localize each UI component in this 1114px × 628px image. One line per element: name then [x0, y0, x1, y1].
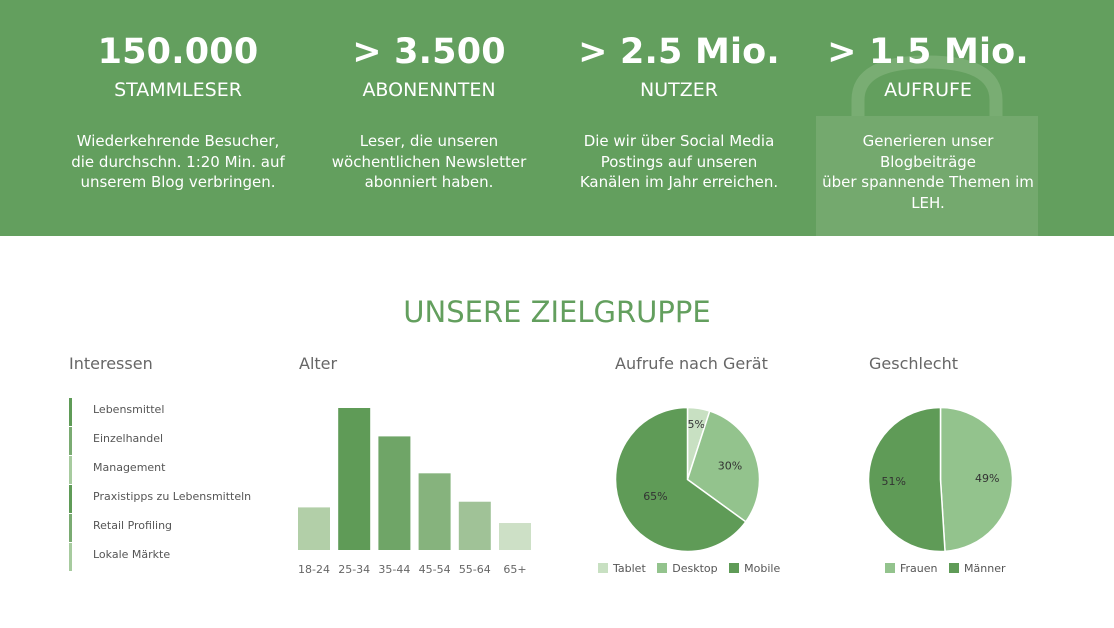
stats-banner: 150.000 STAMMLESER Wiederkehrende Besuch… — [0, 0, 1114, 236]
interest-item: Management — [69, 456, 269, 484]
age-tick-label: 65+ — [503, 563, 526, 576]
age-chart-title: Alter — [299, 354, 338, 373]
legend-item-tablet: Tablet — [598, 562, 646, 575]
pie-slice-label: 5% — [688, 418, 705, 431]
legend-item-desktop: Desktop — [657, 562, 718, 575]
interest-label: Retail Profiling — [93, 519, 173, 532]
pie-slice-frauen — [939, 406, 1014, 553]
stat-stammleser: 150.000 STAMMLESER Wiederkehrende Besuch… — [63, 30, 293, 193]
age-bar-25-34 — [338, 408, 371, 550]
stat-label: STAMMLESER — [114, 79, 242, 101]
interest-bar — [69, 543, 72, 571]
stat-nutzer: > 2.5 Mio. NUTZER Die wir über Social Me… — [564, 30, 794, 193]
stat-number: > 2.5 Mio. — [578, 32, 780, 72]
legend-item-mobile: Mobile — [729, 562, 780, 575]
interest-bar — [69, 427, 72, 455]
legend-swatch — [949, 563, 960, 573]
age-tick-label: 25-34 — [338, 563, 370, 576]
stat-label: NUTZER — [640, 79, 718, 101]
gender-chart-title: Geschlecht — [869, 354, 959, 373]
section-title: UNSERE ZIELGRUPPE — [403, 295, 711, 329]
pie-slice-label: 30% — [718, 460, 742, 473]
age-tick-label: 45-54 — [419, 563, 451, 576]
stat-aufrufe: > 1.5 Mio. AUFRUFE Generieren unser Blog… — [813, 30, 1043, 213]
interest-item: Einzelhandel — [69, 427, 269, 455]
legend-item-frauen: Frauen — [885, 562, 938, 575]
pie-slice-männer — [867, 406, 946, 553]
age-tick-label: 35-44 — [378, 563, 410, 576]
legend-swatch — [657, 563, 668, 573]
stat-label: ABONENNTEN — [362, 79, 496, 101]
age-bar-55-64 — [458, 501, 491, 550]
pie-slice-label: 49% — [975, 472, 999, 485]
pie-slice-label: 65% — [643, 490, 667, 503]
pie-slice-label: 51% — [881, 475, 905, 488]
interest-bar — [69, 485, 72, 513]
shopping-bag-icon — [816, 55, 1038, 236]
device-pie-chart: 5% 30% 65% — [614, 406, 761, 553]
pie-slice-mobile — [614, 406, 747, 553]
age-tick-label: 55-64 — [459, 563, 491, 576]
legend-swatch — [729, 563, 740, 573]
interest-label: Praxistipps zu Lebensmitteln — [93, 490, 252, 503]
gender-pie-chart: 49% 51% — [867, 406, 1014, 553]
interest-label: Einzelhandel — [93, 432, 164, 445]
stat-abonennten: > 3.500 ABONENNTEN Leser, die unseren wö… — [314, 30, 544, 193]
interest-bar — [69, 514, 72, 542]
stat-number: > 1.5 Mio. — [827, 32, 1029, 72]
interest-item: Praxistipps zu Lebensmitteln — [69, 485, 269, 513]
pie-slice-desktop — [686, 410, 761, 523]
age-bar-65+ — [499, 523, 531, 550]
stat-description: Leser, die unseren wöchentlichen Newslet… — [331, 132, 527, 191]
legend-item-maenner: Männer — [949, 562, 1005, 575]
legend-swatch — [598, 563, 608, 573]
interests-title: Interessen — [69, 354, 153, 373]
interest-label: Lebensmittel — [93, 403, 165, 416]
interest-label: Management — [93, 461, 166, 474]
age-tick-label: 18-24 — [298, 563, 330, 576]
interest-item: Lebensmittel — [69, 398, 269, 426]
interest-item: Lokale Märkte — [69, 543, 269, 571]
interest-item: Retail Profiling — [69, 514, 269, 542]
interest-bar — [69, 398, 72, 426]
device-chart-title: Aufrufe nach Gerät — [615, 354, 768, 373]
gender-legend: Frauen Männer — [885, 562, 1013, 575]
stat-number: > 3.500 — [352, 32, 506, 72]
interest-bar — [69, 456, 72, 484]
age-bar-chart: 18-24 25-34 35-44 45-54 55-64 65+ — [298, 408, 531, 576]
stat-description: Generieren unser Blogbeiträge über spann… — [822, 132, 1034, 212]
stat-description: Wiederkehrende Besucher, die durchschn. … — [71, 132, 285, 191]
stat-number: 150.000 — [97, 32, 259, 72]
device-legend: Tablet Desktop Mobile — [598, 562, 788, 575]
stat-label: AUFRUFE — [884, 79, 972, 101]
age-bar-18-24 — [298, 507, 330, 550]
interest-label: Lokale Märkte — [93, 548, 171, 561]
age-bar-45-54 — [418, 473, 451, 550]
legend-swatch — [885, 563, 895, 573]
stat-description: Die wir über Social Media Postings auf u… — [579, 132, 779, 191]
age-bar-35-44 — [378, 436, 411, 550]
